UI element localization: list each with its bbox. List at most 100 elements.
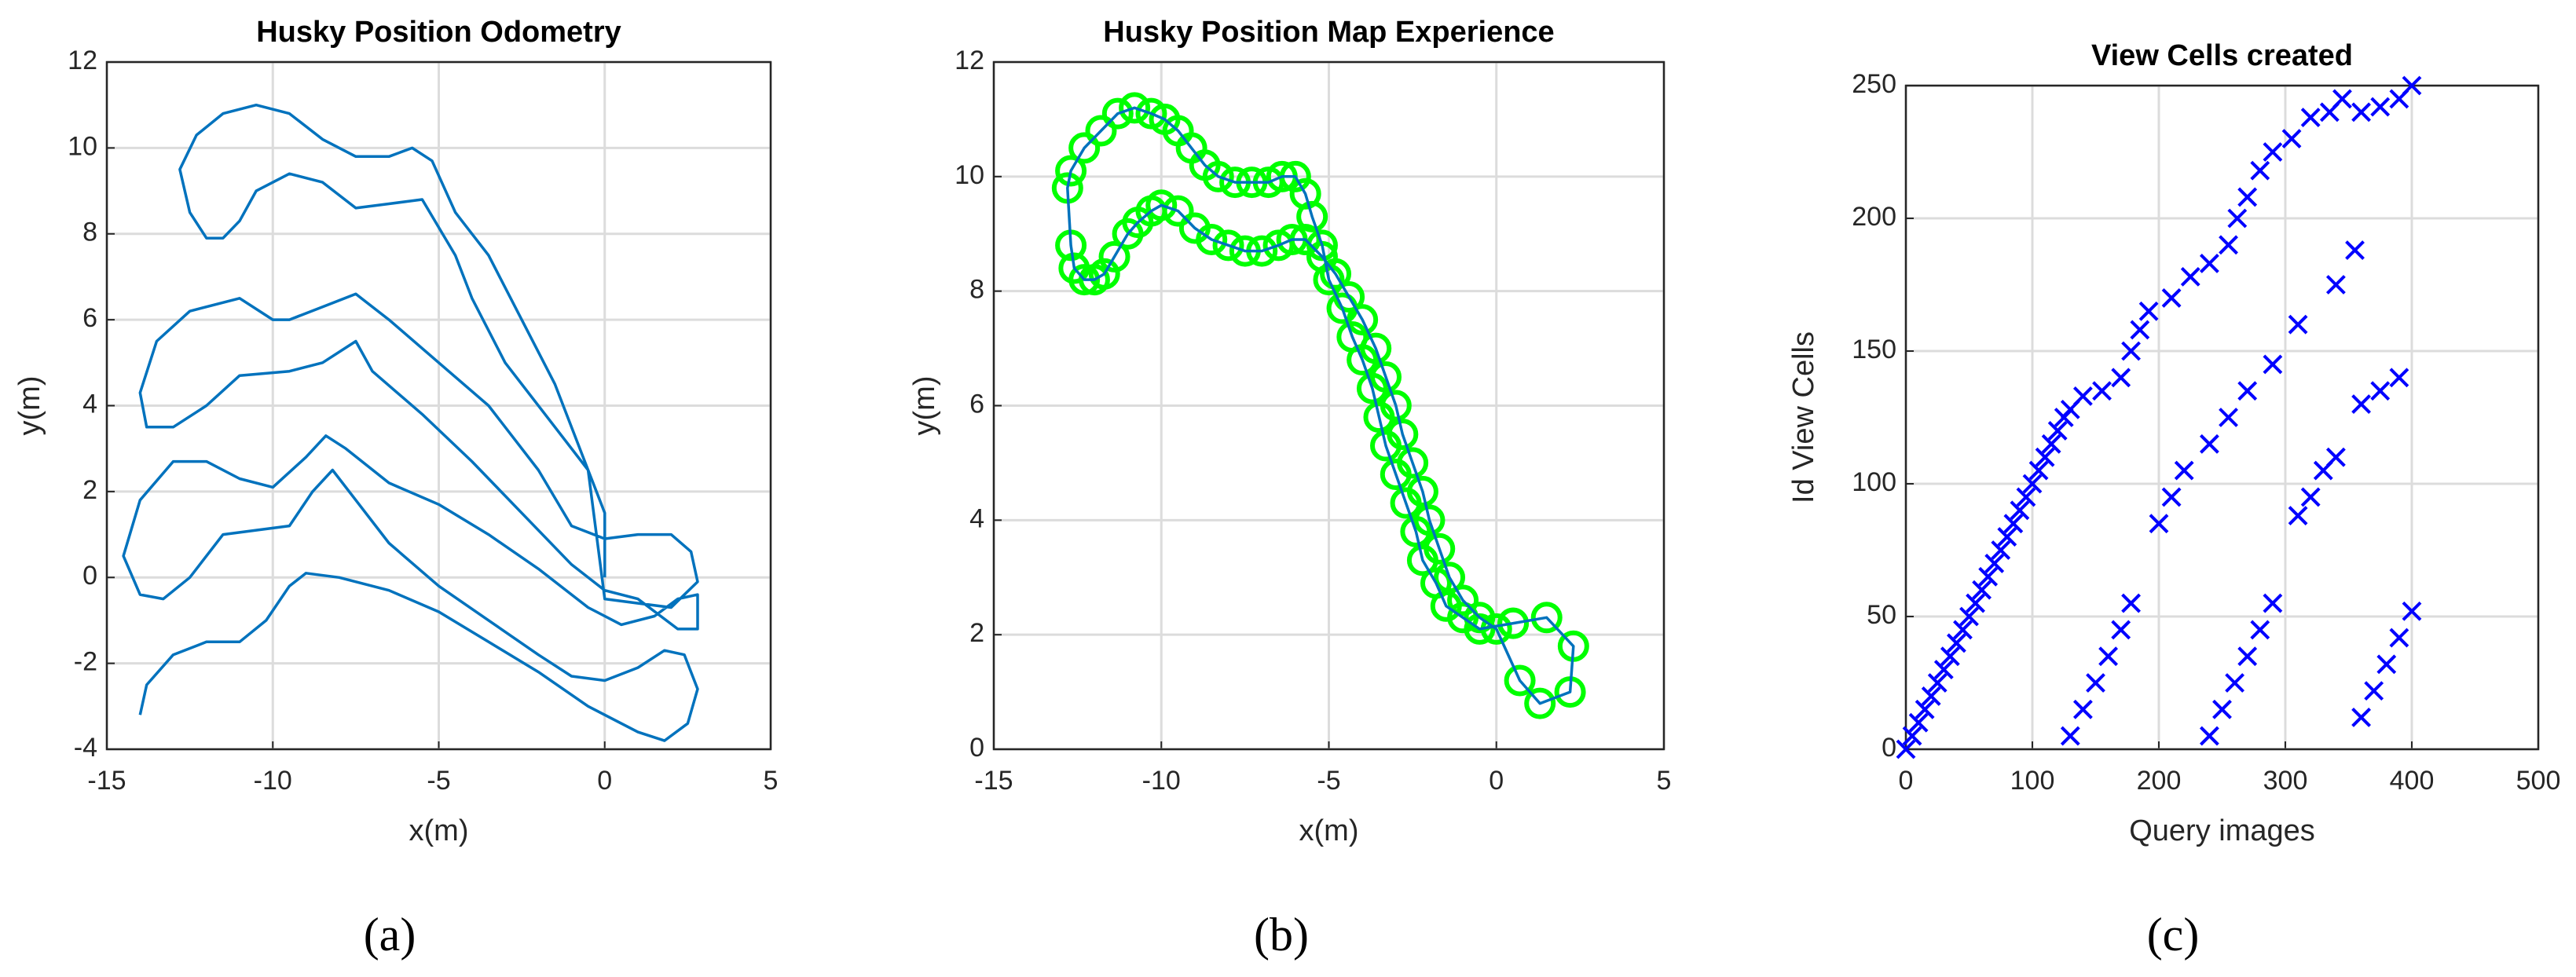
marker bbox=[2161, 287, 2182, 308]
marker bbox=[2022, 474, 2043, 494]
marker bbox=[1927, 673, 1948, 693]
marker bbox=[2138, 301, 2159, 321]
marker bbox=[1068, 132, 1101, 164]
marker bbox=[1933, 660, 1954, 680]
plot-area bbox=[1906, 86, 2538, 749]
marker bbox=[1497, 607, 1530, 639]
chart-title: Husky Position Map Experience bbox=[1103, 16, 1554, 49]
series-line bbox=[122, 103, 699, 742]
y-tick-label: -4 bbox=[74, 733, 97, 763]
marker bbox=[1212, 229, 1244, 262]
y-tick-label: 200 bbox=[1852, 202, 1896, 232]
marker bbox=[2121, 593, 2141, 613]
marker bbox=[2092, 381, 2112, 401]
marker bbox=[2389, 368, 2409, 388]
x-tick-label: 0 bbox=[597, 766, 612, 796]
marker bbox=[1098, 240, 1130, 273]
marker bbox=[2237, 646, 2258, 667]
marker bbox=[1504, 664, 1536, 697]
x-tick-label: -5 bbox=[427, 766, 450, 796]
x-tick-label: 5 bbox=[1657, 766, 1672, 796]
x-tick-label: 0 bbox=[1899, 766, 1914, 796]
marker bbox=[2149, 514, 2169, 534]
marker bbox=[1202, 160, 1234, 192]
axes-box bbox=[1904, 84, 2540, 751]
marker bbox=[1997, 527, 2017, 547]
marker bbox=[2325, 447, 2346, 467]
marker bbox=[2227, 208, 2248, 229]
y-tick-label: 0 bbox=[969, 733, 984, 763]
marker bbox=[1464, 602, 1496, 634]
x-tick-label: -10 bbox=[254, 766, 292, 796]
marker bbox=[1262, 229, 1295, 262]
marker bbox=[2111, 620, 2131, 640]
chart-title: Husky Position Odometry bbox=[256, 16, 621, 49]
marker bbox=[1347, 344, 1379, 376]
marker bbox=[2332, 89, 2352, 109]
marker bbox=[1119, 92, 1151, 124]
marker bbox=[2237, 187, 2258, 207]
x-tick-label: -15 bbox=[974, 766, 1013, 796]
y-tick-label: 6 bbox=[82, 303, 97, 333]
marker bbox=[2174, 460, 2194, 481]
panel-label: (a) bbox=[364, 909, 416, 961]
marker bbox=[2072, 699, 2093, 719]
y-tick-label: 4 bbox=[969, 503, 984, 533]
marker bbox=[1966, 593, 1985, 613]
x-tick-label: 400 bbox=[2390, 766, 2435, 796]
marker bbox=[2041, 434, 2061, 454]
y-tick-label: 0 bbox=[82, 561, 97, 591]
marker bbox=[1112, 218, 1144, 250]
panel-label: (b) bbox=[1254, 909, 1309, 961]
marker bbox=[2402, 75, 2422, 96]
marker bbox=[2345, 240, 2365, 260]
marker bbox=[2199, 726, 2219, 746]
marker bbox=[2060, 726, 2080, 746]
marker bbox=[1946, 633, 1966, 653]
marker bbox=[1296, 200, 1328, 232]
marker bbox=[1972, 580, 1992, 600]
marker bbox=[2035, 447, 2055, 467]
y-tick-label: -2 bbox=[74, 647, 97, 677]
marker bbox=[2098, 646, 2119, 667]
marker bbox=[1984, 553, 2005, 573]
axes-box bbox=[992, 60, 1665, 751]
marker bbox=[2263, 354, 2283, 375]
marker bbox=[2402, 601, 2422, 621]
marker bbox=[2072, 386, 2093, 406]
marker bbox=[1953, 620, 1973, 640]
x-tick-label: 5 bbox=[764, 766, 779, 796]
marker bbox=[2300, 487, 2321, 507]
marker bbox=[1908, 712, 1929, 733]
marker bbox=[2263, 593, 2283, 613]
marker bbox=[2325, 275, 2346, 295]
y-tick-label: 4 bbox=[82, 389, 97, 419]
marker bbox=[2351, 708, 2372, 727]
marker bbox=[1991, 540, 2011, 560]
marker bbox=[2225, 673, 2245, 693]
y-tick-label: 10 bbox=[955, 160, 984, 190]
marker bbox=[1915, 699, 1935, 719]
marker bbox=[2389, 628, 2409, 648]
marker bbox=[2111, 368, 2131, 388]
marker bbox=[1524, 687, 1556, 719]
x-axis-label: Query images bbox=[2129, 814, 2315, 847]
x-tick-label: -15 bbox=[87, 766, 126, 796]
marker bbox=[1085, 115, 1117, 147]
marker bbox=[1390, 487, 1422, 519]
marker bbox=[1921, 686, 1941, 706]
x-tick-label: 500 bbox=[2516, 766, 2561, 796]
marker bbox=[2199, 254, 2219, 273]
marker bbox=[1978, 566, 1999, 587]
marker bbox=[2237, 381, 2258, 401]
marker bbox=[1380, 459, 1412, 490]
marker bbox=[1940, 646, 1960, 667]
marker bbox=[2047, 420, 2068, 441]
y-tick-label: 12 bbox=[955, 46, 984, 75]
marker bbox=[2351, 102, 2372, 123]
marker bbox=[1896, 739, 1916, 759]
y-tick-label: 12 bbox=[68, 46, 97, 75]
marker bbox=[1370, 430, 1402, 462]
y-axis-label: Id View Cells bbox=[1787, 331, 1820, 503]
